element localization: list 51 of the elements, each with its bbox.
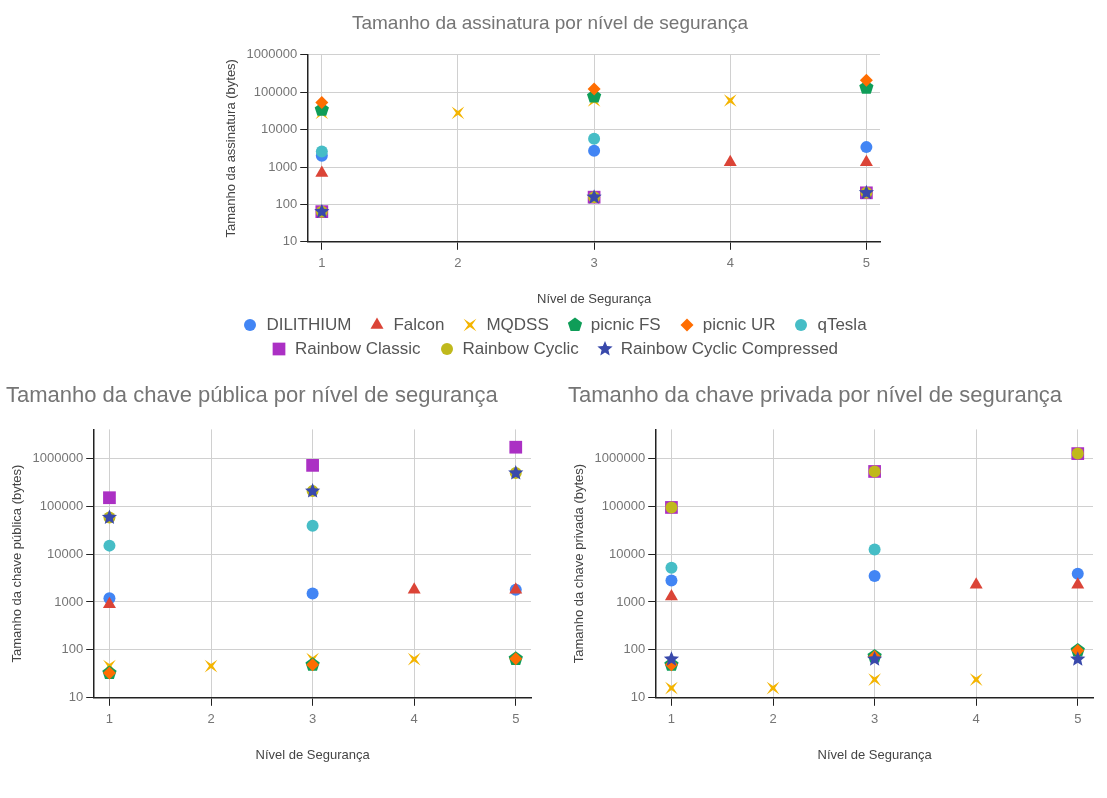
x-tick-label: 5	[512, 711, 520, 727]
y-tick-label: 1000	[616, 593, 646, 609]
x-tick-label: 1	[105, 711, 114, 727]
chart-title: Tamanho da chave privada por nível de segurança	[568, 382, 1063, 408]
chart-title: Tamanho da assinatura por nível de segurança	[351, 11, 748, 33]
x-tick-label: 2	[207, 711, 215, 727]
y-tick-label: 10	[282, 233, 297, 249]
legend-label: Rainbow Cyclic Compressed	[620, 339, 839, 359]
x-tick-label: 1	[667, 711, 676, 727]
y-tick-label: 1000000	[594, 449, 646, 465]
x-tick-label: 3	[589, 255, 598, 271]
y-tick-label: 100000	[253, 83, 297, 99]
y-tick-label: 1000	[267, 158, 297, 174]
x-tick-label: 1	[317, 255, 325, 271]
y-tick-label: 100000	[601, 497, 646, 513]
y-tick-label: 10000	[260, 121, 297, 137]
legend-label: qTesla	[817, 315, 867, 335]
legend-label: picnic FS	[590, 315, 661, 335]
y-tick-label: 10000	[609, 545, 646, 561]
x-axis-title: Nível de Segurança	[536, 290, 652, 306]
x-axis-title: Nível de Segurança	[817, 746, 933, 762]
x-tick-label: 5	[862, 255, 870, 271]
y-tick-label: 10000	[47, 545, 84, 561]
legend-label: DILITHIUM	[266, 315, 352, 335]
legend-label: picnic UR	[702, 315, 776, 335]
x-tick-label: 3	[308, 711, 317, 727]
legend-label: Rainbow Classic	[294, 339, 421, 359]
y-tick-label: 1000000	[246, 46, 297, 62]
y-tick-label: 10	[630, 689, 646, 705]
y-tick-label: 100	[623, 641, 646, 657]
x-tick-label: 2	[453, 255, 462, 271]
x-tick-label: 5	[1074, 711, 1082, 727]
x-tick-label: 4	[410, 711, 418, 727]
x-tick-label: 4	[972, 711, 980, 727]
x-tick-label: 2	[769, 711, 777, 727]
y-tick-label: 1000	[54, 593, 84, 609]
y-tick-label: 100	[275, 195, 297, 211]
y-tick-label: 1000000	[32, 449, 84, 465]
y-tick-label: 100000	[39, 497, 84, 513]
legend-label: MQDSS	[486, 315, 549, 335]
y-axis-title: Tamanho da chave privada (bytes)	[571, 463, 587, 664]
y-tick-label: 100	[61, 641, 84, 657]
legend-label: Falcon	[393, 315, 445, 335]
y-axis-title: Tamanho da assinatura (bytes)	[222, 59, 238, 238]
y-tick-label: 10	[68, 689, 84, 705]
x-tick-label: 3	[870, 711, 879, 727]
y-axis-title: Tamanho da chave pública (bytes)	[9, 464, 25, 663]
legend-label: Rainbow Cyclic	[462, 339, 579, 359]
x-axis-title: Nível de Segurança	[255, 746, 371, 762]
chart-title: Tamanho da chave pública por nível de segurança	[6, 382, 499, 408]
x-tick-label: 4	[726, 255, 734, 271]
